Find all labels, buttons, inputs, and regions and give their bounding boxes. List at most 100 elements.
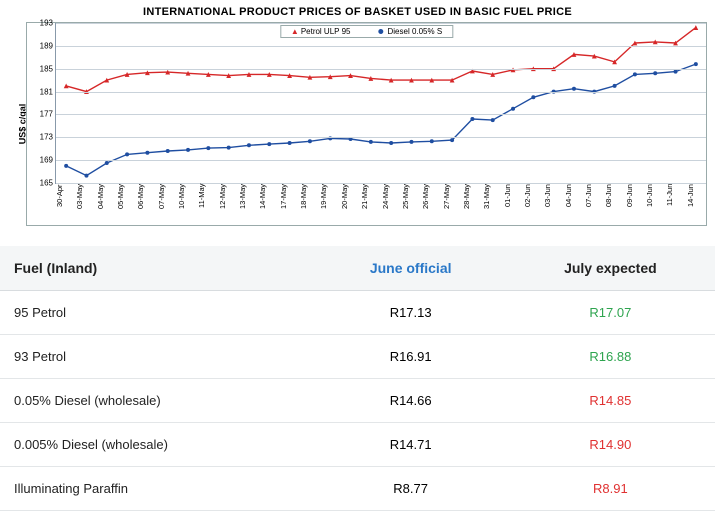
july-value: R14.90 (506, 423, 715, 467)
legend-item-petrol: ▲ Petrol ULP 95 (291, 27, 351, 36)
plot-area (55, 23, 706, 183)
july-value: R16.88 (506, 335, 715, 379)
fuel-name: 0.05% Diesel (wholesale) (0, 379, 316, 423)
marker-circle (653, 71, 657, 75)
legend-item-diesel: Diesel 0.05% S (378, 27, 442, 36)
x-tick: 02-Jun (523, 184, 543, 225)
marker-circle (105, 161, 109, 165)
x-tick: 01-Jun (503, 184, 523, 225)
grid-line (56, 23, 706, 24)
fuel-name: Illuminating Paraffin (0, 467, 316, 511)
legend-label: Diesel 0.05% S (387, 27, 442, 36)
table-row: 93 PetrolR16.91R16.88 (0, 335, 715, 379)
x-tick: 25-May (401, 184, 421, 225)
marker-circle (674, 70, 678, 74)
x-tick: 18-May (299, 184, 319, 225)
grid-line (56, 46, 706, 47)
chart-title: INTERNATIONAL PRODUCT PRICES OF BASKET U… (8, 6, 707, 18)
marker-circle (409, 140, 413, 144)
chart-box: ▲ Petrol ULP 95 Diesel 0.05% S 165169173… (26, 22, 707, 226)
fuel-name: 0.005% Diesel (wholesale) (0, 423, 316, 467)
marker-circle (206, 146, 210, 150)
x-tick: 06-May (136, 184, 156, 225)
x-tick: 07-May (157, 184, 177, 225)
x-tick: 08-Jun (604, 184, 624, 225)
x-tick: 10-May (177, 184, 197, 225)
col-july: July expected (506, 246, 715, 291)
x-tick: 11-Jun (665, 184, 685, 225)
x-tick: 12-May (218, 184, 238, 225)
june-value: R14.66 (316, 379, 506, 423)
marker-triangle (693, 25, 698, 30)
june-value: R8.77 (316, 467, 506, 511)
table-row: 95 PetrolR17.13R17.07 (0, 291, 715, 335)
july-value: R14.85 (506, 379, 715, 423)
marker-circle (84, 174, 88, 178)
grid-line (56, 92, 706, 93)
x-tick: 31-May (482, 184, 502, 225)
marker-circle (572, 87, 576, 91)
y-tick: 165 (40, 179, 53, 188)
x-tick: 05-May (116, 184, 136, 225)
marker-circle (166, 149, 170, 153)
x-tick: 14-May (258, 184, 278, 225)
marker-circle (511, 107, 515, 111)
marker-circle (633, 72, 637, 76)
x-tick: 10-Jun (645, 184, 665, 225)
x-tick: 09-Jun (625, 184, 645, 225)
x-tick: 17-May (279, 184, 299, 225)
july-value: R8.91 (506, 467, 715, 511)
y-tick: 185 (40, 64, 53, 73)
marker-circle (613, 84, 617, 88)
chart-lines (56, 23, 706, 183)
y-tick: 189 (40, 41, 53, 50)
x-tick: 24-May (381, 184, 401, 225)
grid-line (56, 160, 706, 161)
x-tick: 19-May (319, 184, 339, 225)
y-tick: 193 (40, 19, 53, 28)
x-tick: 03-Jun (543, 184, 563, 225)
marker-circle (531, 95, 535, 99)
june-value: R17.13 (316, 291, 506, 335)
marker-circle (64, 164, 68, 168)
y-tick: 169 (40, 156, 53, 165)
marker-circle (288, 141, 292, 145)
col-fuel: Fuel (Inland) (0, 246, 316, 291)
x-tick: 30-Apr (55, 184, 75, 225)
chart-legend: ▲ Petrol ULP 95 Diesel 0.05% S (280, 25, 453, 38)
table-row: 0.005% Diesel (wholesale)R14.71R14.90 (0, 423, 715, 467)
marker-circle (369, 140, 373, 144)
y-tick: 177 (40, 110, 53, 119)
x-axis: 30-Apr03-May04-May05-May06-May07-May10-M… (55, 183, 706, 225)
marker-circle (470, 117, 474, 121)
grid-line (56, 114, 706, 115)
marker-circle (389, 141, 393, 145)
x-tick: 14-Jun (686, 184, 706, 225)
fuel-name: 93 Petrol (0, 335, 316, 379)
x-tick: 04-Jun (564, 184, 584, 225)
fuel-price-table: Fuel (Inland) June official July expecte… (0, 246, 715, 511)
june-value: R14.71 (316, 423, 506, 467)
fuel-name: 95 Petrol (0, 291, 316, 335)
grid-line (56, 137, 706, 138)
y-tick: 181 (40, 87, 53, 96)
marker-circle (491, 118, 495, 122)
x-tick: 26-May (421, 184, 441, 225)
y-axis: 165169173177181185189193 (27, 23, 55, 183)
x-tick: 07-Jun (584, 184, 604, 225)
col-june: June official (316, 246, 506, 291)
legend-label: Petrol ULP 95 (301, 27, 351, 36)
july-value: R17.07 (506, 291, 715, 335)
marker-circle (186, 148, 190, 152)
grid-line (56, 69, 706, 70)
marker-circle (247, 143, 251, 147)
marker-circle (430, 139, 434, 143)
x-tick: 27-May (442, 184, 462, 225)
june-value: R16.91 (316, 335, 506, 379)
x-tick: 04-May (96, 184, 116, 225)
circle-icon (378, 29, 383, 34)
marker-circle (694, 62, 698, 66)
table-row: 0.05% Diesel (wholesale)R14.66R14.85 (0, 379, 715, 423)
x-tick: 03-May (75, 184, 95, 225)
table-row: Illuminating ParaffinR8.77R8.91 (0, 467, 715, 511)
